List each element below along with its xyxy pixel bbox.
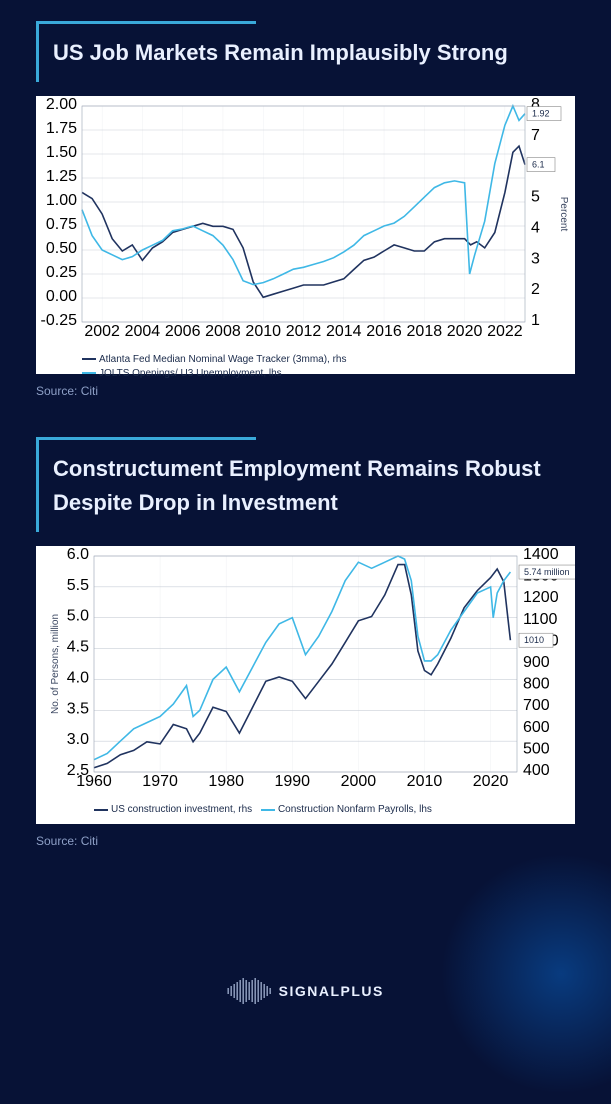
svg-text:400: 400 <box>523 762 550 779</box>
svg-text:7: 7 <box>531 127 540 144</box>
svg-text:-0.25: -0.25 <box>41 312 78 329</box>
brand-text: SIGNALPLUS <box>279 983 384 999</box>
footer-logo: SIGNALPLUS <box>227 978 384 1004</box>
svg-text:0.25: 0.25 <box>46 264 77 281</box>
svg-text:2012: 2012 <box>286 323 322 340</box>
svg-text:2022: 2022 <box>487 323 523 340</box>
svg-text:1200: 1200 <box>523 589 559 606</box>
svg-text:1960: 1960 <box>76 773 112 790</box>
svg-text:2010: 2010 <box>407 773 443 790</box>
svg-text:1.75: 1.75 <box>46 120 77 137</box>
chart2-svg: 2.53.03.54.04.55.05.56.04005006007008009… <box>36 546 575 794</box>
svg-text:Percent: Percent <box>558 197 569 232</box>
chart1-legend: Atlanta Fed Median Nominal Wage Tracker … <box>36 349 575 386</box>
chart2-box: 2.53.03.54.04.55.05.56.04005006007008009… <box>36 546 575 824</box>
svg-text:4.0: 4.0 <box>67 670 89 687</box>
svg-text:2014: 2014 <box>326 323 362 340</box>
svg-text:3: 3 <box>531 250 540 267</box>
section-1: US Job Markets Remain Implausibly Strong… <box>0 0 611 398</box>
svg-text:2.00: 2.00 <box>46 96 77 113</box>
svg-text:2016: 2016 <box>366 323 402 340</box>
svg-text:500: 500 <box>523 741 550 758</box>
svg-text:2010: 2010 <box>245 323 281 340</box>
svg-text:1980: 1980 <box>208 773 244 790</box>
svg-text:3.0: 3.0 <box>67 731 89 748</box>
svg-text:1.25: 1.25 <box>46 168 77 185</box>
svg-text:2020: 2020 <box>473 773 509 790</box>
chart1-title: US Job Markets Remain Implausibly Strong <box>53 36 575 70</box>
svg-text:700: 700 <box>523 697 550 714</box>
svg-text:1970: 1970 <box>142 773 178 790</box>
svg-text:6.1: 6.1 <box>532 160 545 170</box>
background-glow <box>431 844 611 1104</box>
svg-text:6.0: 6.0 <box>67 546 89 563</box>
svg-text:3.5: 3.5 <box>67 701 89 718</box>
svg-text:4: 4 <box>531 220 540 237</box>
svg-text:0.50: 0.50 <box>46 240 77 257</box>
svg-text:2020: 2020 <box>447 323 483 340</box>
title-frame-2: Constructument Employment Remains Robust… <box>36 440 575 532</box>
svg-text:1990: 1990 <box>274 773 310 790</box>
svg-text:2018: 2018 <box>407 323 443 340</box>
svg-text:No. of Persons, million: No. of Persons, million <box>50 614 61 714</box>
svg-text:0.75: 0.75 <box>46 216 77 233</box>
chart2-series1-name: Construction Nonfarm Payrolls, lhs <box>278 803 432 817</box>
svg-text:1: 1 <box>531 312 540 329</box>
svg-text:2004: 2004 <box>125 323 161 340</box>
chart2-series0-name: US construction investment, rhs <box>111 803 252 817</box>
chart1-series1-name: JOLTS Openings/ U3 Unemployment, lhs <box>99 367 282 381</box>
svg-text:2006: 2006 <box>165 323 201 340</box>
svg-text:2: 2 <box>531 281 540 298</box>
chart1-series0-name: Atlanta Fed Median Nominal Wage Tracker … <box>99 353 347 367</box>
svg-text:2000: 2000 <box>341 773 377 790</box>
svg-text:4.5: 4.5 <box>67 639 89 656</box>
svg-text:5: 5 <box>531 189 540 206</box>
svg-text:2008: 2008 <box>205 323 241 340</box>
svg-text:0.00: 0.00 <box>46 288 77 305</box>
svg-text:1.00: 1.00 <box>46 192 77 209</box>
chart2-legend: US construction investment, rhs Construc… <box>36 799 575 823</box>
chart1-box: -0.25 0.00 0.25 0.50 0.75 1.00 1.25 1.50 1.75 2.0… <box>36 96 575 374</box>
title-frame-1: US Job Markets Remain Implausibly Strong <box>36 24 575 82</box>
svg-text:5.5: 5.5 <box>67 577 89 594</box>
section-2: Constructument Employment Remains Robust… <box>0 416 611 848</box>
svg-text:1400: 1400 <box>523 546 559 563</box>
chart1-source: Source: Citi <box>36 384 575 398</box>
svg-text:5.0: 5.0 <box>67 608 89 625</box>
svg-text:1.50: 1.50 <box>46 144 77 161</box>
svg-text:2002: 2002 <box>84 323 120 340</box>
chart1-svg: -0.25 0.00 0.25 0.50 0.75 1.00 1.25 1.50 1.75 2.0… <box>36 96 575 344</box>
svg-text:600: 600 <box>523 719 550 736</box>
svg-text:1010: 1010 <box>524 636 544 646</box>
logo-bars-icon <box>227 978 271 1004</box>
svg-text:900: 900 <box>523 654 550 671</box>
chart2-source: Source: Citi <box>36 834 575 848</box>
svg-text:1100: 1100 <box>523 611 558 628</box>
chart2-title: Constructument Employment Remains Robust… <box>53 452 575 520</box>
svg-text:1.92: 1.92 <box>532 109 550 119</box>
svg-text:800: 800 <box>523 676 550 693</box>
svg-text:5.74 million: 5.74 million <box>524 567 570 577</box>
